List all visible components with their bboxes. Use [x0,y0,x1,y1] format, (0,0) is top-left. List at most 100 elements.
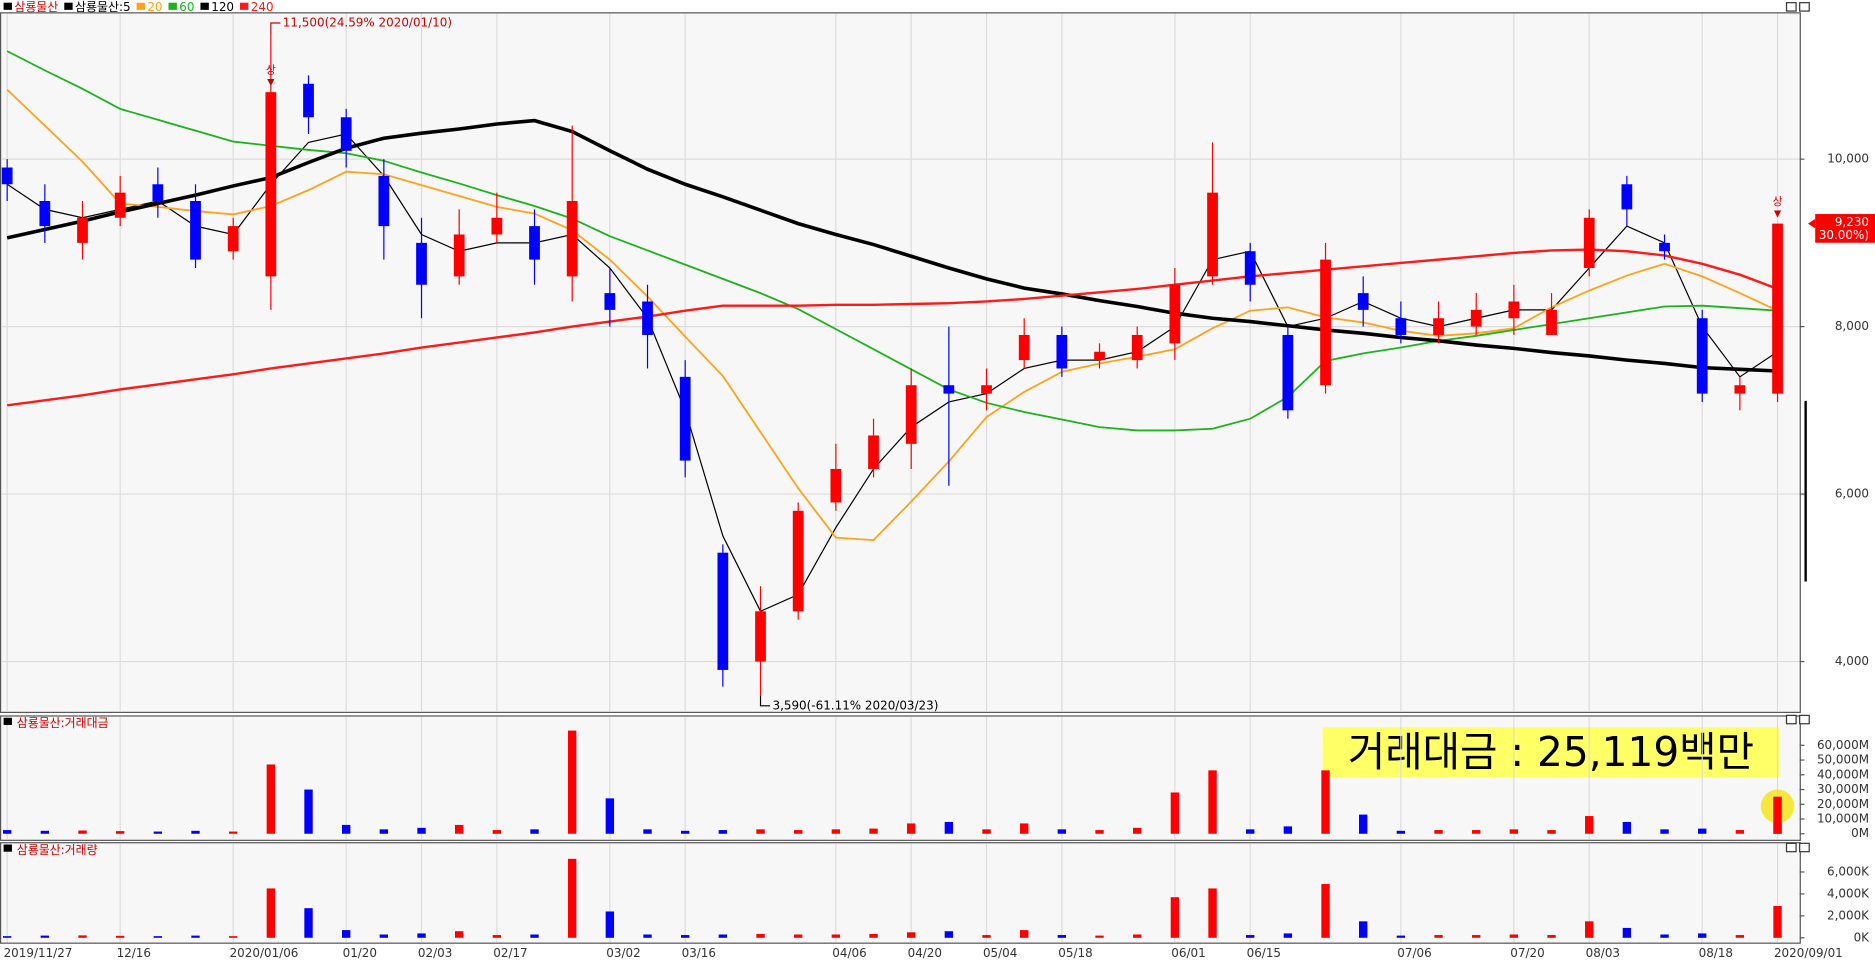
y-tick-label: 0M [1851,826,1869,840]
volume-bar [1735,935,1745,938]
candle-body [1583,217,1595,268]
x-tick-label: 07/06 [1397,946,1431,960]
volume-bar [1208,888,1217,938]
volume-bar [1773,905,1782,938]
volume-bar [681,935,690,938]
volume-bar [982,935,991,938]
candle-body [868,435,879,469]
candle-body [1395,318,1407,335]
legend-swatch [200,2,209,10]
x-tick-label: 05/04 [983,946,1017,960]
candle-body [1320,259,1331,386]
candle-body [1244,251,1256,285]
close-button[interactable] [1799,2,1810,12]
volume-bar [1057,935,1067,938]
limit-up-marker: 상 [266,64,276,77]
restore-button[interactable] [1785,714,1797,725]
trade-value-bar [341,824,351,834]
candle-body [416,242,427,285]
volume-bar [1170,897,1180,938]
y-tick-label: 4,000K [1827,886,1870,900]
candle-body [1207,192,1218,277]
volume-bar [568,858,577,938]
candle-body [453,234,465,277]
candle-body [1659,242,1670,252]
candle-body [1433,318,1444,335]
candle-body [1772,223,1783,394]
trade-value-bar [944,821,954,834]
trade-value-bar [1622,821,1632,834]
last-change-label: ( 30.00%) [1810,228,1869,242]
candle-body [190,201,201,260]
y-tick-label: 6,000K [1827,864,1870,878]
x-tick-label: 06/01 [1171,946,1205,960]
restore-button[interactable] [1785,842,1797,853]
volume-bar [794,934,803,938]
candle-body [943,385,955,394]
x-tick-label: 04/06 [832,946,866,960]
close-button[interactable] [1799,714,1810,725]
trade-value-bar [718,830,728,834]
volume-bar [2,936,12,938]
trade-value-bar [681,830,690,834]
candle-body [905,385,917,444]
max-label: 11,500(24.59% 2020/01/10) [283,16,452,30]
highlight-box [1322,727,1780,778]
legend-swatch [3,844,12,852]
volume-bar [1095,935,1104,938]
candle-body [1169,284,1181,344]
volume-bar [1585,921,1594,938]
trade-value-bar [379,829,389,834]
restore-button[interactable] [1785,2,1797,12]
volume-bar [1020,930,1029,938]
candle-body [1621,184,1633,210]
x-tick-label: 12/16 [117,946,151,960]
volume-bar [756,933,765,938]
ma-line [7,248,1778,407]
trade-value-bar [266,764,276,834]
trade-value-bar [1434,830,1443,834]
last-price-box [1815,214,1875,243]
x-tick-label: 06/15 [1247,946,1281,960]
candle-body [114,192,126,218]
limit-up-marker: 상 [1773,195,1783,208]
x-tick-label: 02/17 [493,946,527,960]
volume-bar [228,936,238,938]
annotation-leader [759,695,771,707]
x-tick-label: 2020/01/06 [230,946,299,960]
candle-body [1,167,13,185]
volume-bar [1246,935,1255,938]
x-tick-label: 01/20 [343,946,377,960]
trade-value-bar [1020,823,1029,834]
panel-title: 삼룡물산:거래량 [17,843,98,857]
close-button[interactable] [1799,842,1810,853]
volume-bar [530,934,539,938]
volume-bar [40,935,50,938]
legend-label: 20 [147,0,162,14]
trade-value-bar [1735,830,1745,834]
trade-value-bar [304,789,313,834]
y-tick-label: 30,000M [1817,782,1869,796]
volume-bar [1133,934,1142,938]
x-tick-label: 08/03 [1586,946,1620,960]
candle-body [1131,334,1143,361]
trade-value-bar [1133,827,1142,834]
volume-bar [304,908,313,938]
volume-bar [379,934,389,938]
y-tick-label: 0K [1854,930,1871,944]
candle-body [491,217,503,235]
trade-value-bar [1660,829,1669,834]
trade-value-bar [454,824,464,834]
volume-bar [869,933,878,938]
trade-value-bar [1396,830,1406,834]
y-tick-label: 50,000M [1817,753,1869,767]
volume-bar [907,932,916,938]
x-tick-label: 2019/11/27 [4,946,73,960]
trade-value-bar [756,829,765,834]
candle-body [566,201,578,277]
volume-bar [1622,927,1632,938]
y-tick-label: 4,000 [1835,654,1869,668]
y-tick-label: 2,000K [1827,908,1870,922]
trade-value-bar [869,828,878,834]
